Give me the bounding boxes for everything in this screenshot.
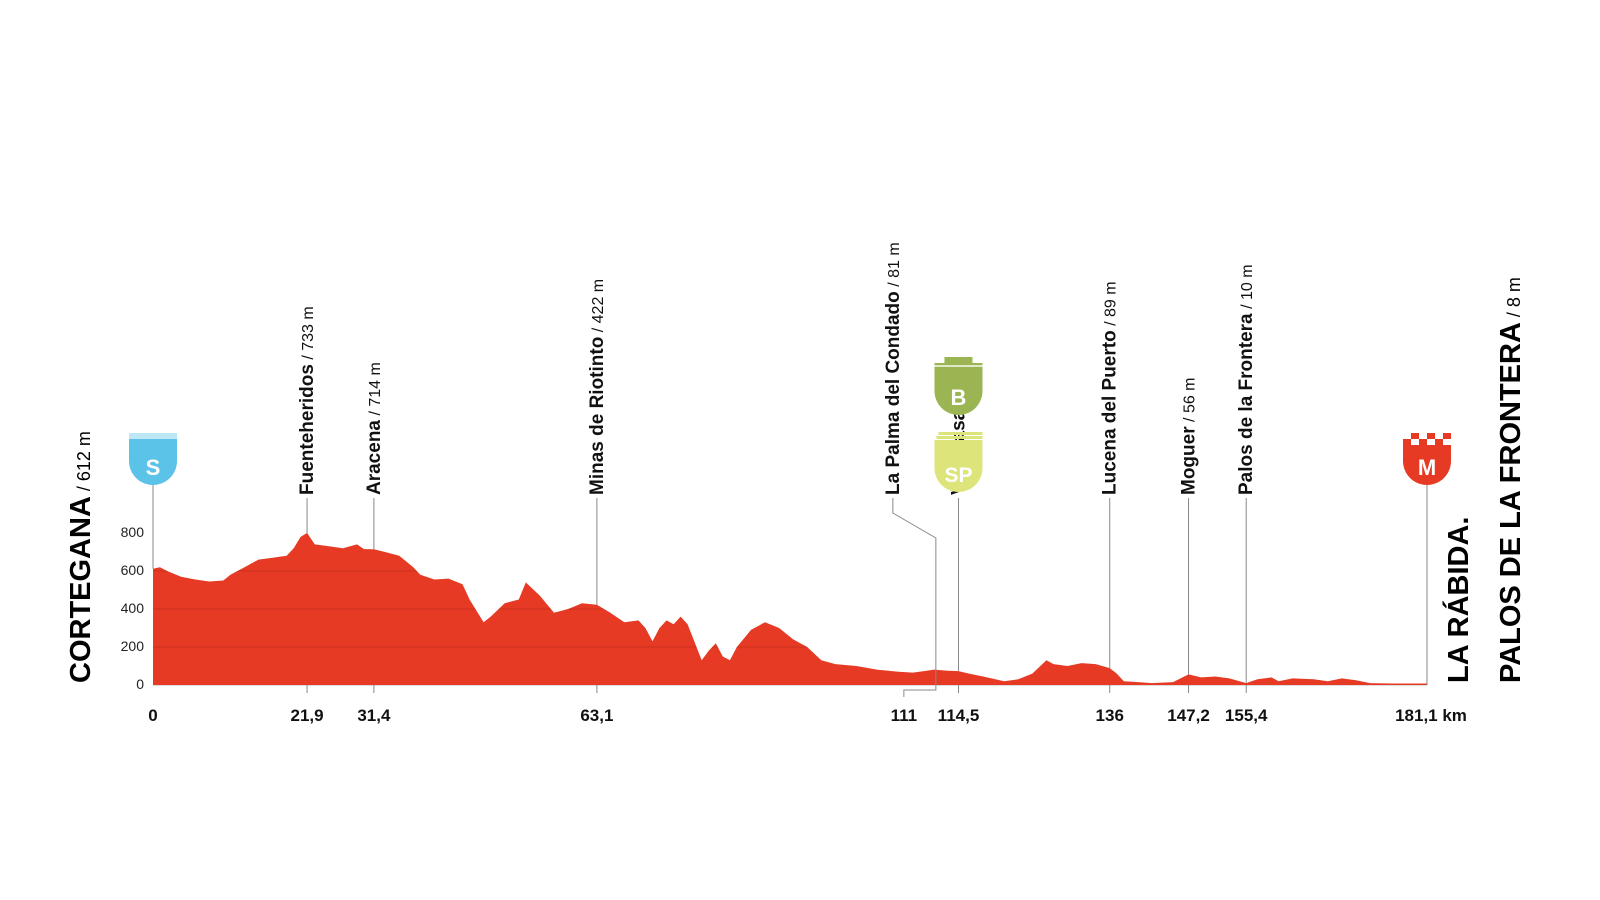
bonus-badge-cap xyxy=(944,357,973,363)
finish-badge-shape xyxy=(1403,433,1451,485)
x-km-label-finish: 181,1 km xyxy=(1395,706,1467,725)
waypoint-name: Fuenteheridos xyxy=(297,364,318,495)
waypoint-name: Minas de Riotinto xyxy=(587,337,608,495)
finish-town-line1: LA RÁBIDA. xyxy=(1441,517,1475,683)
finish-badge-check xyxy=(1403,433,1411,439)
finish-badge: M xyxy=(1403,433,1451,485)
y-tick-label: 0 xyxy=(136,676,144,692)
waypoint-label: Moguer / 56 m xyxy=(1179,377,1200,495)
waypoint-name: Moguer xyxy=(1179,426,1200,495)
start-town-label: CORTEGANA / 612 m xyxy=(65,431,97,683)
sprint-badge-label: SP xyxy=(944,464,972,487)
sprint-badge-layer xyxy=(938,432,983,435)
x-km-label: 111 xyxy=(891,706,918,725)
waypoint-altitude: / 10 m xyxy=(1239,264,1256,313)
waypoint-name: Aracena xyxy=(364,420,385,495)
waypoint-altitude: / 89 m xyxy=(1103,281,1120,330)
x-km-label: 114,5 xyxy=(938,706,980,725)
finish-town-altitude: / 8 m xyxy=(1504,277,1524,322)
waypoint-name: La Palma del Condado xyxy=(883,291,904,495)
waypoint-altitude: / 422 m xyxy=(590,279,607,337)
waypoint-connector-base xyxy=(903,682,937,697)
finish-town-name-1: LA RÁBIDA. xyxy=(1441,517,1475,683)
finish-town-name-2: PALOS DE LA FRONTERA xyxy=(1495,322,1527,683)
start-badge-label: S xyxy=(146,455,161,480)
x-km-label: 155,4 xyxy=(1225,706,1268,725)
waypoint-altitude: / 81 m xyxy=(886,242,903,291)
y-axis-ticks: 0 200 400 600 800 xyxy=(121,524,145,692)
sprint-badge-shape xyxy=(934,440,983,492)
x-km-label: 147,2 xyxy=(1167,706,1210,725)
waypoint-label: Lucena del Puerto / 89 m xyxy=(1100,281,1121,495)
waypoint-name: Palos de la Frontera xyxy=(1236,313,1257,495)
start-town-altitude: / 612 m xyxy=(74,431,94,496)
sprint-badge-layer xyxy=(936,436,983,439)
finish-badge-check xyxy=(1435,433,1443,439)
x-km-label: 21,9 xyxy=(291,706,324,725)
sprint-badge: SP xyxy=(934,432,983,492)
waypoint-label: Fuenteheridos / 733 m xyxy=(297,306,318,495)
y-tick-label: 400 xyxy=(121,600,145,616)
waypoint-altitude: / 714 m xyxy=(367,362,384,420)
waypoint-labels: Fuenteheridos / 733 m Aracena / 714 m Mina… xyxy=(297,242,1257,495)
finish-badge-check xyxy=(1419,433,1427,439)
y-tick-label: 800 xyxy=(121,524,145,540)
waypoint-label: Aracena / 714 m xyxy=(364,362,385,495)
finish-town-line2: PALOS DE LA FRONTERA / 8 m xyxy=(1495,277,1527,683)
finish-badge-check xyxy=(1443,439,1451,445)
waypoint-label: Palos de la Frontera / 10 m xyxy=(1236,264,1257,495)
waypoint-name: Lucena del Puerto xyxy=(1100,330,1121,495)
y-tick-label: 600 xyxy=(121,562,145,578)
waypoint-label: La Palma del Condado / 81 m xyxy=(883,242,904,495)
bonus-badge-label: B xyxy=(951,385,967,410)
x-km-label-start: 0 xyxy=(148,706,157,725)
waypoint-altitude: / 733 m xyxy=(300,306,317,364)
finish-badge-check xyxy=(1427,439,1435,445)
waypoint-connector xyxy=(892,498,937,682)
x-km-label: 31,4 xyxy=(357,706,391,725)
start-badge-stripe xyxy=(129,433,177,439)
finish-badge-label: M xyxy=(1418,455,1436,480)
x-km-label: 136 xyxy=(1096,706,1124,725)
y-tick-label: 200 xyxy=(121,638,145,654)
x-km-label: 63,1 xyxy=(580,706,613,725)
waypoint-guides xyxy=(152,482,1428,697)
start-badge: S xyxy=(129,433,177,485)
finish-badge-check xyxy=(1411,439,1419,445)
bonus-badge-band xyxy=(934,365,983,367)
waypoint-altitude: / 56 m xyxy=(1182,377,1199,426)
x-axis-km-labels: 0 181,1 km 21,9 31,4 63,1 111 114,5 136 147,2 155… xyxy=(148,706,1467,725)
bonus-badge-shape xyxy=(934,363,983,416)
start-town-name: CORTEGANA xyxy=(65,496,97,683)
start-badge-shape xyxy=(129,433,177,485)
waypoint-label: Minas de Riotinto / 422 m xyxy=(587,279,608,495)
bonus-badge: B xyxy=(934,357,983,416)
badges: S B SP M xyxy=(129,357,1451,492)
